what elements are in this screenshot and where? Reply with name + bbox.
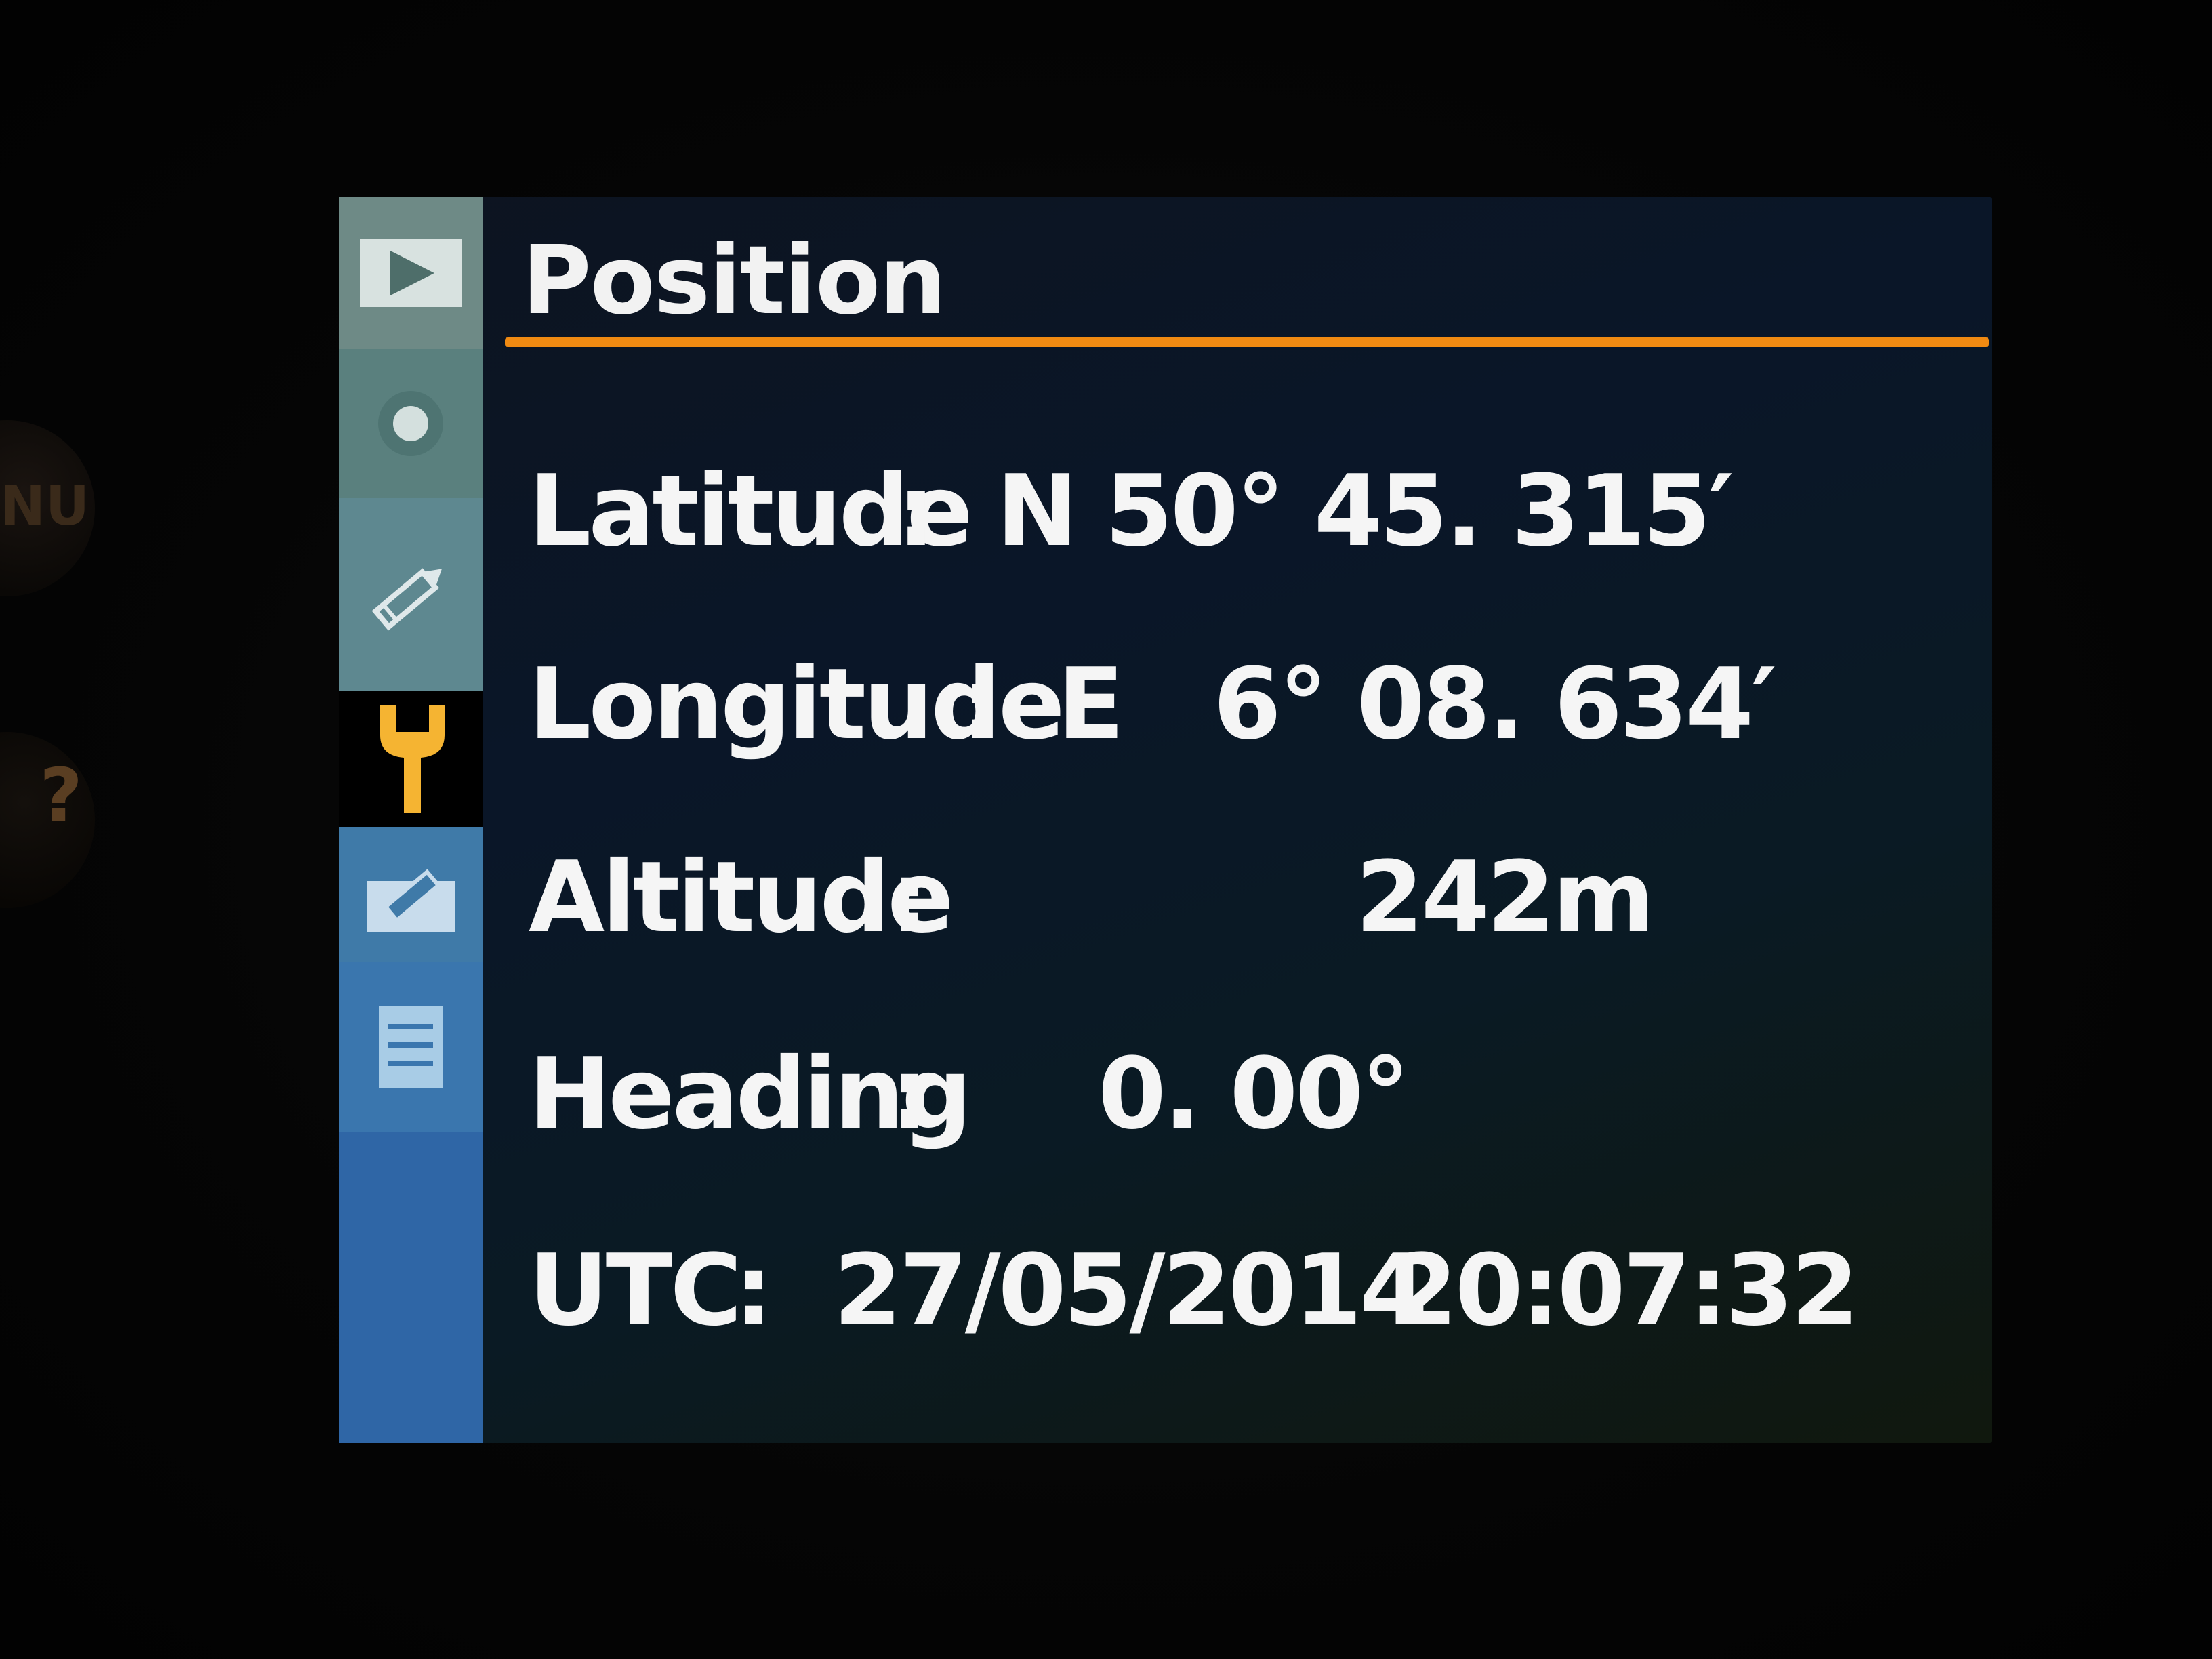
tab-custom-settings[interactable] <box>339 498 483 691</box>
longitude-value: 6° 08. 634′ <box>1213 647 1777 762</box>
tab-recent-settings[interactable] <box>339 962 483 1132</box>
pencil-icon <box>371 567 442 630</box>
utc-colon: : <box>734 1233 773 1348</box>
tab-shooting[interactable] <box>339 349 483 498</box>
menu-button[interactable]: NU <box>0 420 95 596</box>
menu-button-label: NU <box>0 474 89 537</box>
tab-retouch[interactable] <box>339 827 483 962</box>
longitude-colon: : <box>961 647 1000 762</box>
utc-time: 20:07:32 <box>1389 1233 1859 1348</box>
retouch-icon <box>367 869 455 932</box>
tab-strip-filler <box>339 1132 483 1443</box>
page-title: Position <box>522 226 947 336</box>
heading-label: Heading <box>529 1037 972 1151</box>
utc-date: 27/05/2014 <box>834 1233 1428 1348</box>
lcd-screen: Position Latitude : N 50° 45. 315′ Longi… <box>339 197 1992 1443</box>
help-button-label: ? <box>39 752 83 839</box>
longitude-hemisphere: E <box>1057 647 1124 762</box>
tab-playback[interactable] <box>339 197 483 349</box>
camera-icon <box>378 391 443 456</box>
playback-icon <box>360 239 462 307</box>
heading-colon: : <box>890 1037 929 1151</box>
menu-tab-strip <box>339 197 483 1443</box>
help-button[interactable]: ? <box>0 732 95 908</box>
heading-value: 0. 00° <box>1098 1037 1410 1151</box>
title-underline <box>505 337 1989 347</box>
altitude-colon: : <box>890 840 929 955</box>
latitude-hemisphere: N <box>996 454 1078 569</box>
utc-label: UTC <box>529 1233 742 1348</box>
altitude-label: Altitude <box>529 840 954 955</box>
altitude-value: 242m <box>1355 840 1655 955</box>
wrench-icon <box>380 705 445 813</box>
longitude-label: Longitude <box>529 647 1065 762</box>
latitude-colon: : <box>897 454 936 569</box>
latitude-label: Latitude <box>529 454 973 569</box>
recent-settings-icon <box>379 1006 443 1088</box>
latitude-value: 50° 45. 315′ <box>1105 454 1734 569</box>
tab-setup[interactable] <box>339 691 483 827</box>
